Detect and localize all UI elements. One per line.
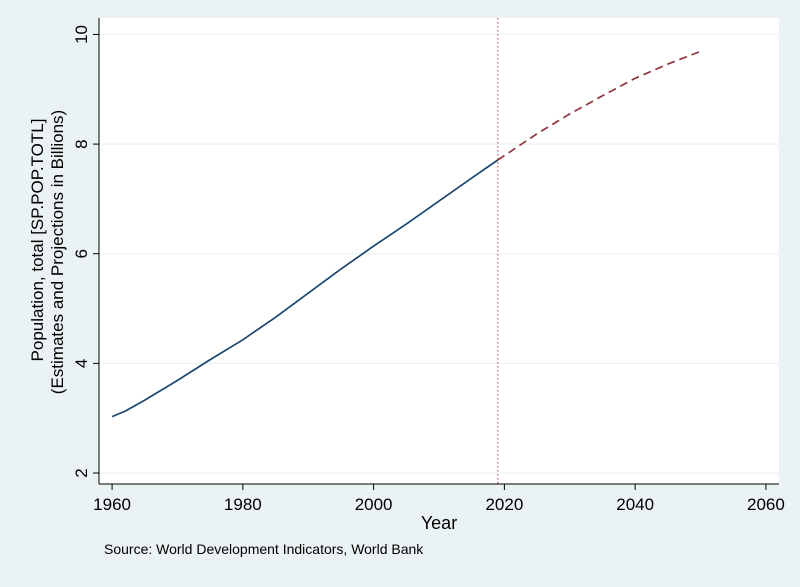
y-tick-label: 4 xyxy=(72,359,91,368)
x-tick-label: 2060 xyxy=(747,495,785,514)
y-tick-label: 2 xyxy=(72,468,91,477)
ticks: 2 4 6 8 10 1960 1980 2000 2020 2040 2060 xyxy=(72,25,785,514)
series-layer xyxy=(111,18,701,484)
y-axis-label-line-2: (Estimates and Projections in Billions) xyxy=(48,110,67,394)
x-tick-label: 1980 xyxy=(224,495,262,514)
y-axis-label-line-1: Population, total [SP.POP.TOTL] xyxy=(28,119,47,362)
x-tick-label: 2000 xyxy=(355,495,393,514)
x-axis-label: Year xyxy=(421,513,457,533)
estimate-series-line xyxy=(111,159,499,418)
x-tick-label: 1960 xyxy=(93,495,131,514)
plot-area xyxy=(99,18,779,484)
y-tick-label: 10 xyxy=(72,25,91,44)
source-note: Source: World Development Indicators, Wo… xyxy=(104,541,424,557)
x-tick-label: 2020 xyxy=(485,495,523,514)
gridlines xyxy=(99,33,779,474)
projection-series-line xyxy=(497,50,701,161)
y-tick-label: 6 xyxy=(72,249,91,258)
x-tick-label: 2040 xyxy=(616,495,654,514)
y-tick-label: 8 xyxy=(72,139,91,148)
